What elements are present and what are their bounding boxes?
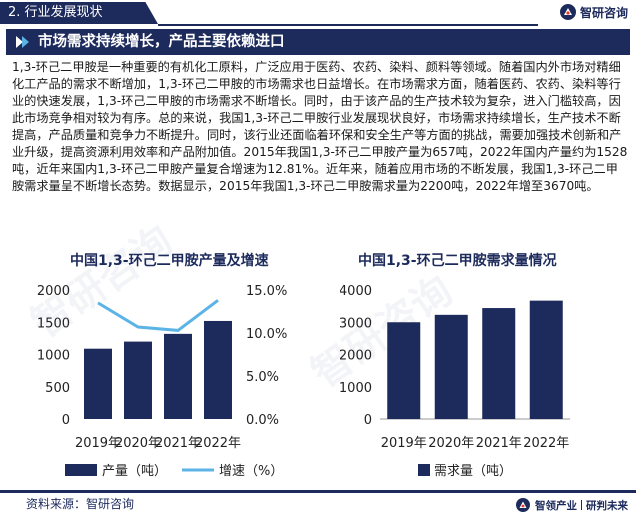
x-tick-label: 2019年	[75, 436, 121, 451]
footer-divider	[0, 490, 636, 493]
banner-arrow-icon	[16, 36, 29, 48]
y-right-tick-label: 0.0%	[246, 413, 279, 428]
footer: 资料来源：智研咨询 智领产业 研判未来	[0, 490, 636, 525]
y-left-tick-label: 1000	[37, 349, 70, 364]
x-tick-label: 2020年	[115, 436, 161, 451]
demand-bar	[482, 308, 516, 419]
y-tick-label: 2000	[340, 349, 372, 364]
production-bar	[204, 320, 232, 419]
y-tick-label: 0	[364, 413, 372, 428]
y-left-tick-label: 500	[45, 381, 70, 396]
legend-label-demand: 需求量（吨）	[434, 464, 512, 479]
production-bar	[84, 348, 112, 419]
body-paragraph: 1,3-环己二甲胺是一种重要的有机化工原料，广泛应用于医药、农药、染料、颜料等领…	[12, 60, 628, 193]
legend-swatch-demand	[418, 464, 430, 476]
demand-bar	[387, 322, 421, 419]
brand-separator	[581, 500, 582, 510]
y-tick-label: 1000	[340, 381, 372, 396]
brand-right-text: 研判未来	[586, 499, 628, 512]
y-left-tick-label: 2000	[37, 284, 70, 299]
x-tick-label: 2022年	[195, 436, 241, 451]
y-tick-label: 3000	[340, 316, 372, 331]
x-tick-label: 2022年	[523, 436, 569, 451]
legend-label-production: 产量（吨）	[102, 464, 167, 479]
production-bar	[124, 341, 152, 419]
y-right-tick-label: 15.0%	[246, 284, 287, 299]
top-divider	[158, 24, 538, 26]
section-tag: 2. 行业发展现状	[0, 2, 158, 24]
production-bar	[164, 333, 192, 419]
demand-chart: 0 1000 2000 3000 4000 2019年 2020年 2021年 2022年需求量…	[340, 284, 570, 479]
chart-title-demand: 中国1,3-环己二甲胺需求量情况	[358, 253, 557, 269]
legend-label-growth: 增速（%）	[219, 464, 283, 479]
growth-rate-line	[97, 299, 219, 332]
section-banner: 市场需求持续增长，产品主要依赖进口	[6, 29, 630, 55]
brand-left-text: 智领产业	[535, 499, 577, 512]
y-left-tick-label: 0	[62, 413, 70, 428]
top-bar: 2. 行业发展现状 智研咨询	[0, 0, 636, 26]
x-tick-label: 2021年	[476, 436, 522, 451]
y-right-tick-label: 5.0%	[246, 370, 279, 385]
source-note: 资料来源：智研咨询	[26, 497, 135, 511]
chart-title-production: 中国1,3-环己二甲胺产量及增速	[70, 253, 269, 269]
demand-bar	[434, 314, 468, 419]
logo: 智研咨询	[559, 3, 628, 21]
brand-slogan: 智领产业 研判未来	[515, 497, 628, 513]
logo-icon	[559, 4, 576, 20]
logo-text: 智研咨询	[579, 5, 628, 20]
production-growth-chart: 05001000150020000.0%5.0%10.0%15.0%2019年2…	[37, 284, 287, 479]
x-tick-label: 2019年	[381, 436, 427, 451]
demand-bar	[529, 300, 563, 419]
x-tick-label: 2020年	[428, 436, 474, 451]
banner-title: 市场需求持续增长，产品主要依赖进口	[38, 34, 285, 50]
legend-swatch-production	[65, 464, 97, 476]
y-left-tick-label: 1500	[37, 316, 70, 331]
brand-logo-icon	[516, 498, 530, 512]
x-tick-label: 2021年	[155, 436, 201, 451]
y-tick-label: 4000	[340, 284, 372, 299]
y-right-tick-label: 10.0%	[246, 327, 287, 342]
